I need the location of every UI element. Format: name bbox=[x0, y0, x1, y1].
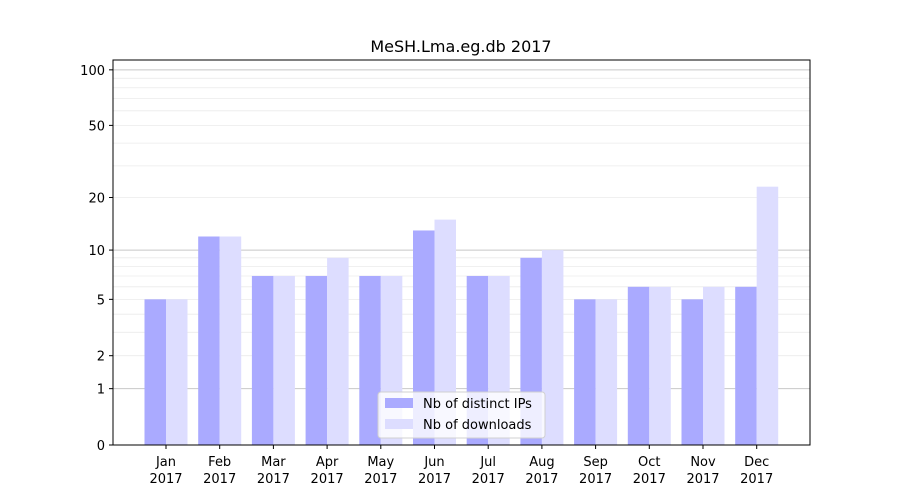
x-tick-label-month: Dec bbox=[744, 455, 769, 470]
legend-box bbox=[377, 391, 546, 439]
y-tick-label: 5 bbox=[97, 293, 105, 308]
x-tick-label-month: Jun bbox=[423, 455, 444, 470]
x-tick-label-month: Nov bbox=[690, 455, 716, 470]
x-tick-label-year: 2017 bbox=[149, 472, 182, 487]
bar-downloads bbox=[327, 257, 349, 445]
bar-downloads bbox=[756, 186, 779, 446]
x-tick-label-year: 2017 bbox=[525, 472, 558, 487]
bar-downloads bbox=[541, 250, 564, 445]
bar-ips bbox=[198, 236, 220, 445]
chart-title: MeSH.Lma.eg.db 2017 bbox=[370, 37, 551, 56]
bar-ips bbox=[144, 299, 166, 445]
legend-label: Nb of downloads bbox=[423, 418, 532, 433]
x-tick-label-month: Jul bbox=[479, 455, 496, 470]
x-tick-label-year: 2017 bbox=[364, 472, 397, 487]
x-tick-label-year: 2017 bbox=[686, 472, 719, 487]
x-tick-label-month: Aug bbox=[529, 455, 554, 470]
x-tick-label-month: Apr bbox=[316, 455, 339, 470]
legend-swatch bbox=[385, 419, 413, 429]
y-tick-label: 1 bbox=[97, 383, 105, 398]
bar-ips bbox=[305, 275, 328, 445]
legend-label: Nb of distinct IPs bbox=[423, 397, 532, 412]
x-tick-label-year: 2017 bbox=[472, 472, 505, 487]
x-tick-label-year: 2017 bbox=[257, 472, 290, 487]
plot-frame bbox=[112, 59, 811, 446]
bar-ips bbox=[413, 230, 435, 445]
x-tick-label-year: 2017 bbox=[418, 472, 451, 487]
y-tick-label: 2 bbox=[97, 350, 105, 365]
bar-downloads bbox=[219, 236, 242, 445]
bar-downloads bbox=[434, 219, 456, 445]
bar-ips bbox=[359, 275, 381, 445]
bar-downloads bbox=[595, 299, 618, 445]
x-tick-label-month: Mar bbox=[261, 455, 286, 470]
y-tick-label: 100 bbox=[80, 64, 105, 79]
legend-swatch bbox=[385, 398, 413, 408]
x-tick-label-year: 2017 bbox=[311, 472, 344, 487]
y-tick-label: 0 bbox=[97, 439, 105, 454]
bar-ips bbox=[735, 286, 757, 445]
y-tick-label: 50 bbox=[88, 119, 105, 134]
bar-downloads bbox=[703, 286, 725, 445]
x-tick-label-month: Jan bbox=[155, 455, 176, 470]
bar-ips bbox=[251, 275, 274, 445]
x-tick-label-month: Oct bbox=[638, 455, 660, 470]
x-tick-label-month: Sep bbox=[583, 455, 608, 470]
x-tick-label-year: 2017 bbox=[633, 472, 666, 487]
bar-downloads bbox=[166, 299, 188, 445]
y-tick-label: 20 bbox=[88, 192, 105, 207]
x-tick-label-month: May bbox=[367, 455, 394, 470]
y-tick-label: 10 bbox=[88, 244, 105, 259]
x-tick-label-year: 2017 bbox=[579, 472, 612, 487]
bar-ips bbox=[627, 286, 650, 445]
bar-downloads bbox=[273, 275, 295, 445]
x-tick-label-month: Feb bbox=[208, 455, 231, 470]
x-tick-label-year: 2017 bbox=[740, 472, 773, 487]
bar-ips bbox=[574, 299, 596, 445]
bar-ips bbox=[681, 299, 703, 445]
x-tick-label-year: 2017 bbox=[203, 472, 236, 487]
bar-downloads bbox=[649, 286, 671, 445]
